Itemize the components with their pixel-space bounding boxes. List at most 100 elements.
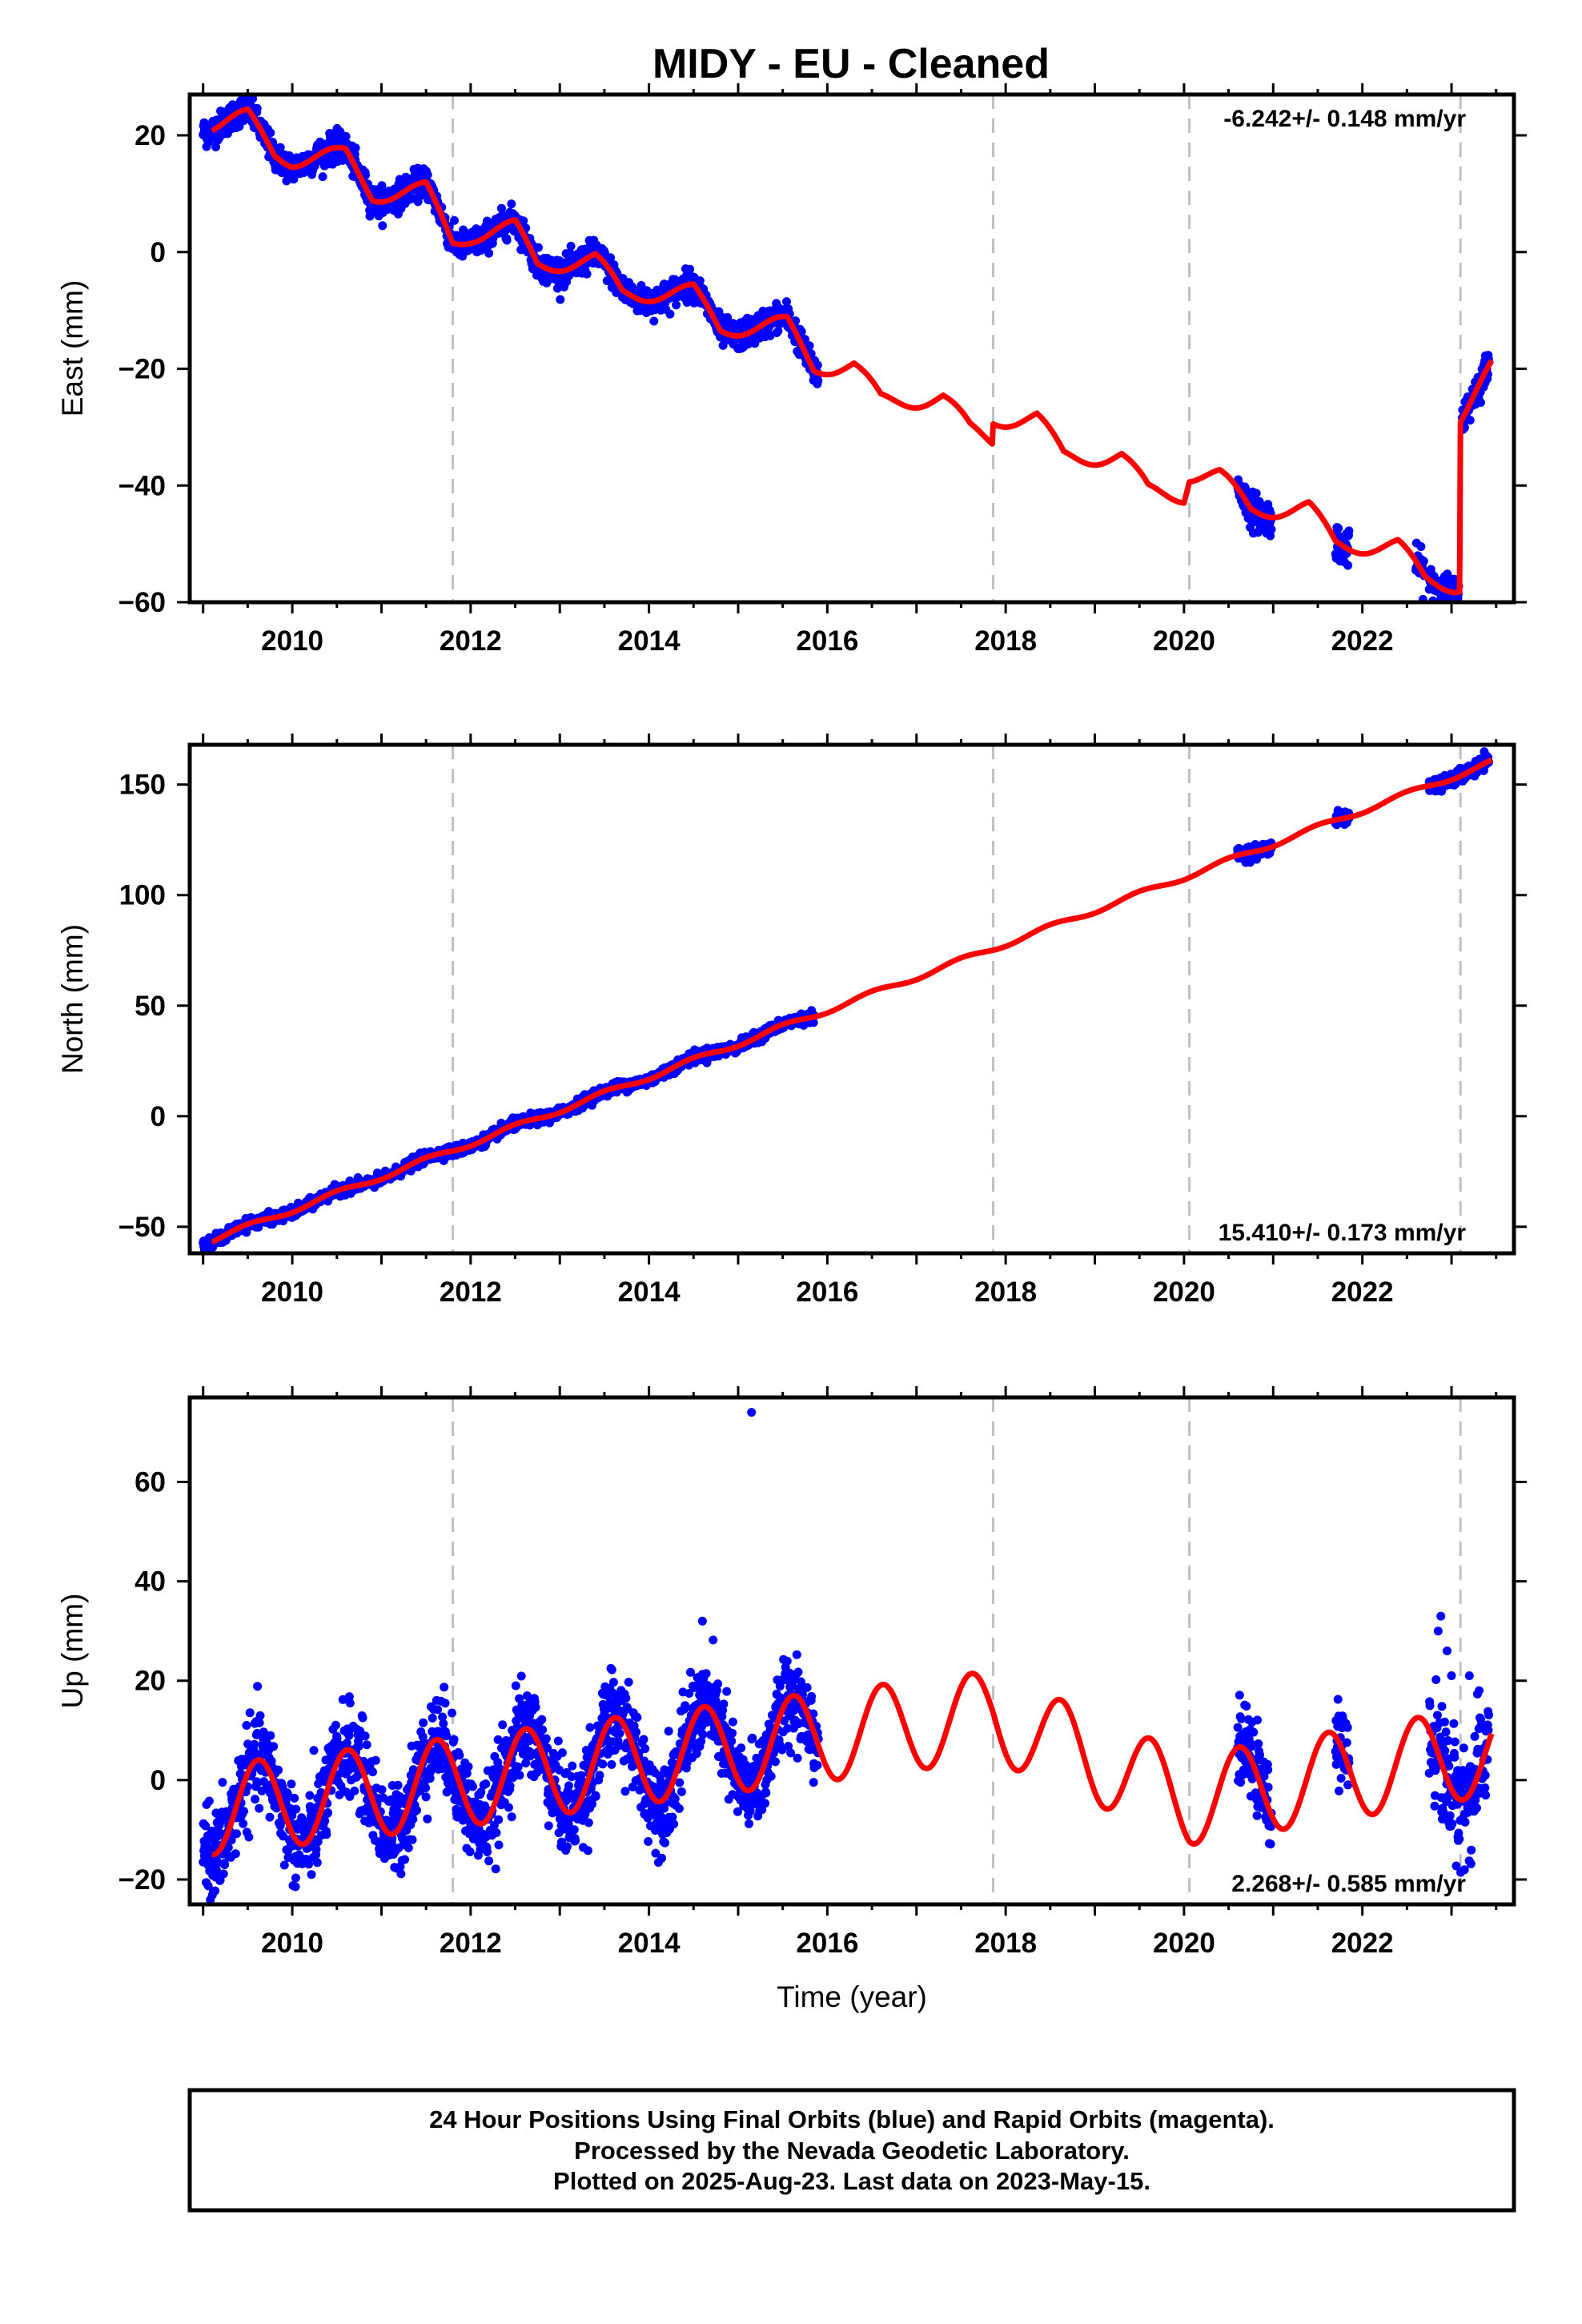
data-point	[232, 1829, 241, 1839]
data-point	[368, 1767, 377, 1777]
data-point	[345, 1699, 355, 1708]
x-tick-label: 2016	[796, 1277, 858, 1308]
data-point	[354, 1741, 363, 1751]
y-axis: 200−20−40−60	[118, 120, 1527, 618]
north-panel: 2010 2012 2014 2016 2018 2020 2022150100500−50…	[56, 734, 1527, 1308]
data-point	[255, 1803, 264, 1813]
data-point	[266, 1731, 275, 1740]
data-point	[797, 327, 806, 336]
y-tick-label: 100	[119, 880, 166, 911]
break-lines	[452, 94, 1462, 602]
rate-label: 15.410+/- 0.173 mm/yr	[1219, 1220, 1467, 1246]
data-point	[287, 1779, 296, 1789]
x-axis: 2010 2012 2014 2016 2018 2020 2022	[202, 83, 1498, 657]
data-point	[423, 170, 432, 179]
x-tick-label: 2010	[261, 1277, 323, 1308]
data-point	[450, 215, 459, 225]
data-point	[813, 360, 822, 370]
data-point	[305, 1791, 315, 1800]
model-line	[210, 757, 1494, 1245]
x-tick-label: 2016	[796, 625, 858, 657]
data-point	[231, 1849, 240, 1859]
data-point	[649, 316, 659, 326]
data-point	[253, 1682, 263, 1691]
data-point	[1251, 489, 1261, 498]
data-point	[377, 1785, 387, 1795]
y-tick-label: 20	[135, 120, 166, 151]
y-tick-label: −50	[118, 1212, 166, 1243]
data-point	[695, 276, 705, 286]
data-point	[318, 172, 327, 182]
data-point	[672, 300, 681, 310]
data-point	[320, 1816, 330, 1826]
data-point	[244, 1832, 254, 1842]
data-point	[371, 1755, 380, 1765]
x-tick-label: 2020	[1153, 625, 1215, 657]
data-point	[484, 248, 494, 258]
y-tick-label: 50	[135, 991, 166, 1022]
y-tick-label: −40	[118, 470, 166, 501]
data-point	[496, 203, 506, 213]
data-point	[1419, 557, 1428, 566]
data-point	[1476, 398, 1485, 408]
x-tick-label: 2020	[1153, 1277, 1215, 1308]
data-point	[350, 1786, 359, 1795]
data-point	[507, 199, 516, 209]
data-point	[220, 1860, 230, 1869]
data-point	[291, 1804, 301, 1814]
data-point	[805, 341, 814, 351]
data-point	[685, 264, 695, 274]
data-point	[556, 295, 565, 304]
data-point	[582, 269, 592, 279]
data-point	[351, 143, 360, 153]
data-point	[275, 143, 285, 152]
break-lines	[452, 745, 1462, 1253]
up-panel: 2010 2012 2014 2016 2018 2020 20226040200−20Up…	[56, 1386, 1527, 2013]
data-point	[211, 1886, 220, 1896]
data-point	[566, 241, 576, 251]
x-tick-label: 2012	[440, 625, 502, 657]
data-point	[274, 1765, 283, 1775]
data-point	[323, 1808, 332, 1817]
x-tick-label: 2018	[974, 1277, 1037, 1308]
data-point	[322, 1830, 331, 1839]
data-point	[341, 131, 351, 141]
y-axis: 150 100 50 0 −50	[118, 770, 1527, 1243]
x-tick-label: 2022	[1331, 625, 1394, 657]
data-point	[502, 235, 512, 245]
data-point	[242, 1721, 251, 1730]
x-tick-label: 2022	[1331, 1277, 1394, 1308]
data-point	[723, 312, 733, 322]
data-point	[265, 1812, 275, 1822]
data-point	[307, 1870, 316, 1880]
break-lines	[452, 1397, 1462, 1904]
data-point	[250, 1739, 259, 1749]
data-point	[1344, 526, 1354, 536]
y-tick-label: 0	[151, 1101, 166, 1132]
data-point	[335, 127, 345, 136]
y-tick-label: 0	[151, 237, 166, 268]
data-point	[344, 1731, 354, 1740]
plot-frame	[187, 92, 1516, 605]
x-tick-label: 2010	[261, 625, 323, 657]
y-axis-label: East (mm)	[56, 280, 89, 417]
data-point	[773, 327, 783, 336]
data-point	[255, 1711, 265, 1720]
data-point	[665, 309, 675, 319]
data-point	[1416, 542, 1426, 551]
data-points	[199, 94, 1494, 617]
y-tick-label: 150	[119, 770, 166, 801]
data-point	[251, 1795, 260, 1804]
data-point	[360, 1731, 370, 1741]
data-point	[782, 297, 791, 307]
data-point	[417, 191, 426, 200]
data-point	[266, 128, 275, 138]
y-tick-label: −20	[118, 354, 166, 385]
data-point	[1465, 416, 1475, 425]
data-point	[519, 216, 528, 226]
data-point	[1453, 608, 1462, 617]
x-tick-label: 2014	[618, 1277, 681, 1308]
data-point	[245, 1708, 255, 1718]
data-point	[378, 221, 387, 231]
